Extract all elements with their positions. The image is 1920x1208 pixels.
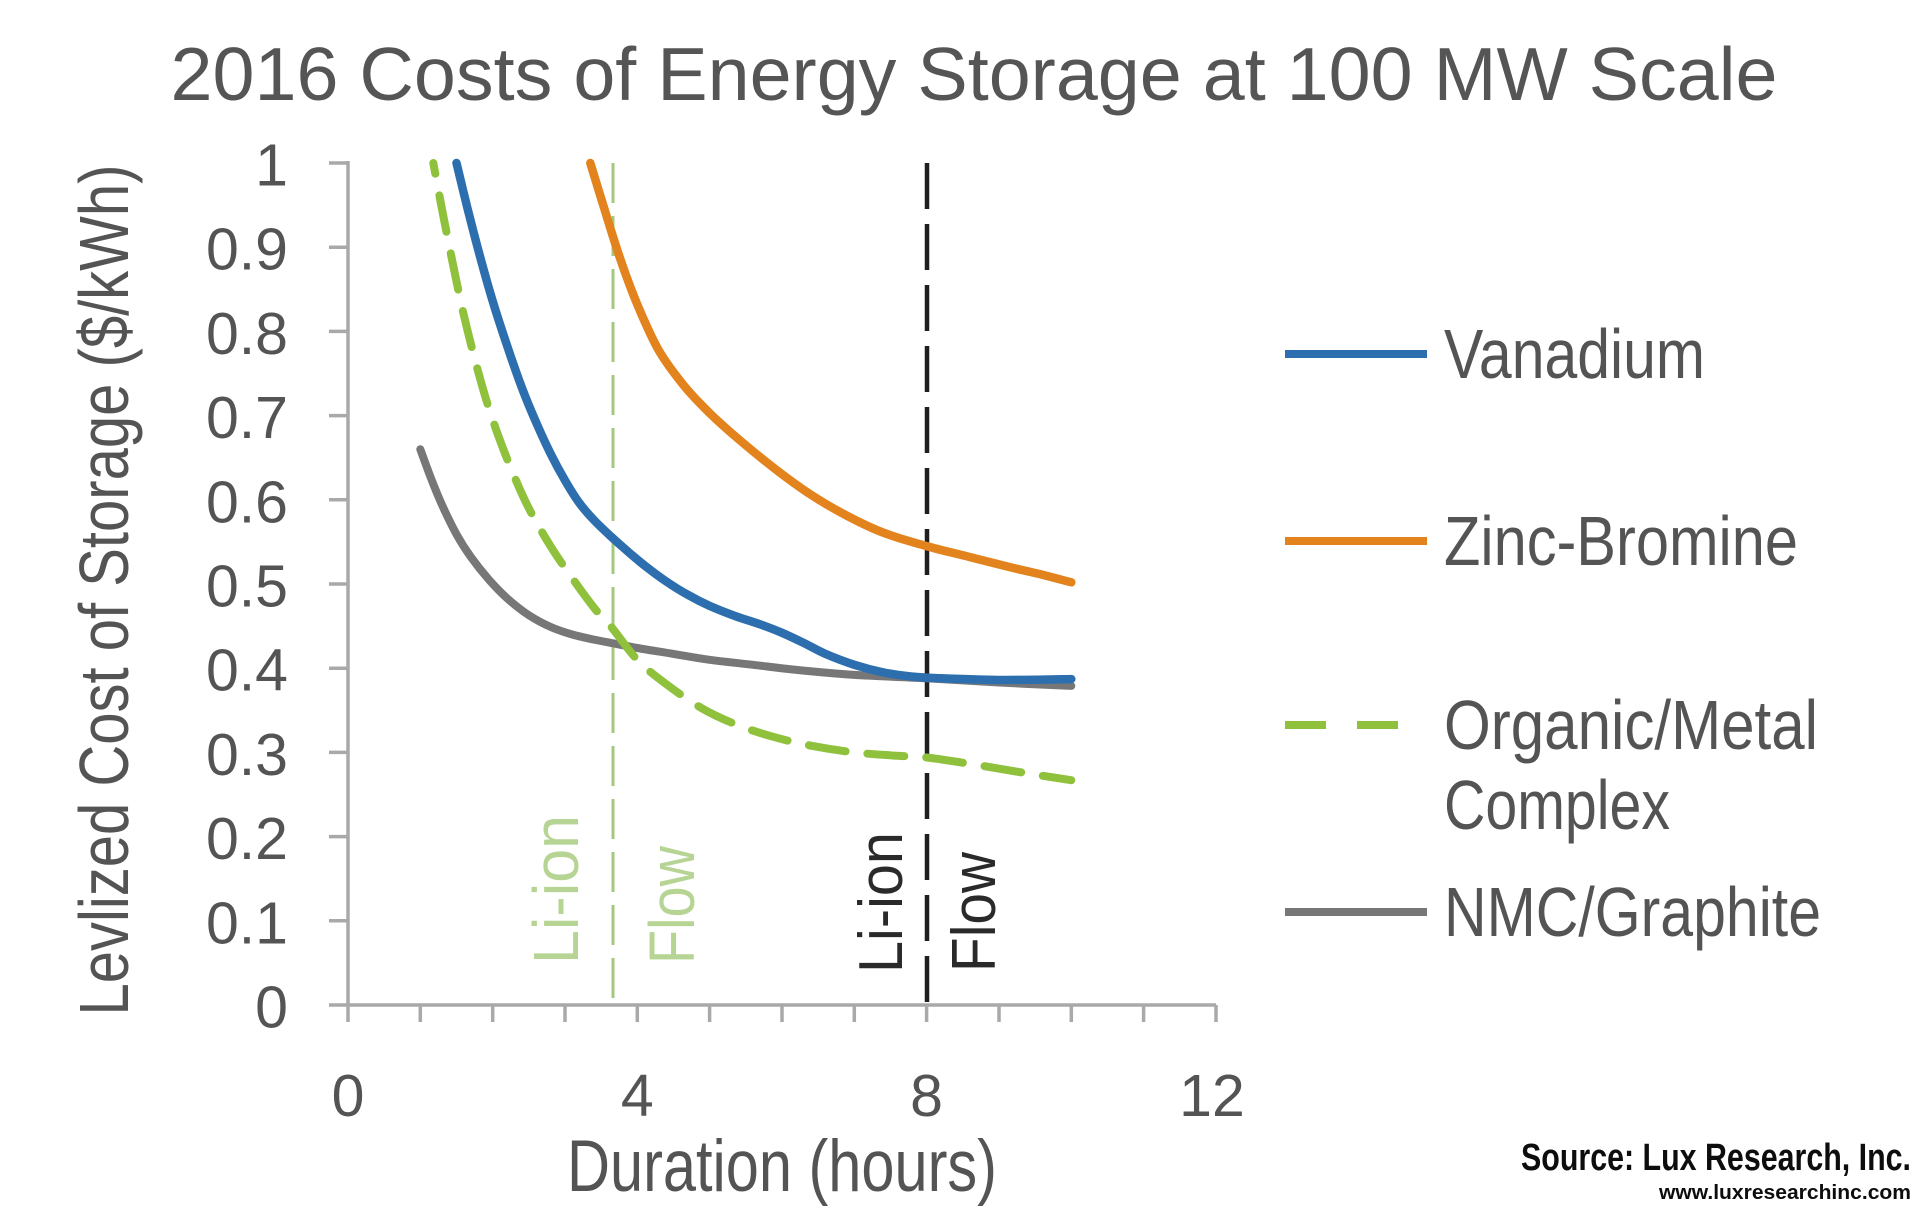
svg-text:0: 0 <box>332 1063 365 1129</box>
svg-text:2016 Costs of Energy Storage a: 2016 Costs of Energy Storage at 100 MW S… <box>171 32 1778 116</box>
svg-text:Source: Lux Research, Inc.: Source: Lux Research, Inc. <box>1521 1137 1911 1179</box>
svg-text:NMC/Graphite: NMC/Graphite <box>1444 873 1821 951</box>
svg-text:12: 12 <box>1179 1063 1245 1129</box>
svg-text:0: 0 <box>255 975 288 1041</box>
svg-text:0.4: 0.4 <box>206 638 288 704</box>
svg-text:0.3: 0.3 <box>206 722 288 788</box>
svg-text:Organic/Metal: Organic/Metal <box>1444 686 1818 764</box>
svg-text:8: 8 <box>910 1063 943 1129</box>
svg-text:0.2: 0.2 <box>206 806 288 872</box>
svg-text:0.1: 0.1 <box>206 890 288 956</box>
svg-text:1: 1 <box>255 133 288 199</box>
svg-text:0.7: 0.7 <box>206 385 288 451</box>
svg-text:www.luxresearchinc.com: www.luxresearchinc.com <box>1658 1182 1911 1204</box>
svg-text:Li-ion: Li-ion <box>847 832 916 973</box>
svg-text:Flow: Flow <box>636 845 708 964</box>
svg-text:Complex: Complex <box>1444 766 1670 844</box>
svg-text:Zinc-Bromine: Zinc-Bromine <box>1444 502 1798 580</box>
svg-text:Li-ion: Li-ion <box>520 815 592 964</box>
svg-text:0.6: 0.6 <box>206 469 288 535</box>
svg-text:4: 4 <box>621 1063 654 1129</box>
svg-text:Duration (hours): Duration (hours) <box>567 1126 997 1207</box>
svg-text:0.5: 0.5 <box>206 554 288 620</box>
svg-text:Vanadium: Vanadium <box>1444 315 1705 393</box>
svg-text:Levlized Cost of Storage ($/kW: Levlized Cost of Storage ($/kWh) <box>65 165 143 1016</box>
svg-text:Flow: Flow <box>940 852 1009 972</box>
svg-text:0.8: 0.8 <box>206 301 288 367</box>
svg-text:0.9: 0.9 <box>206 217 288 283</box>
